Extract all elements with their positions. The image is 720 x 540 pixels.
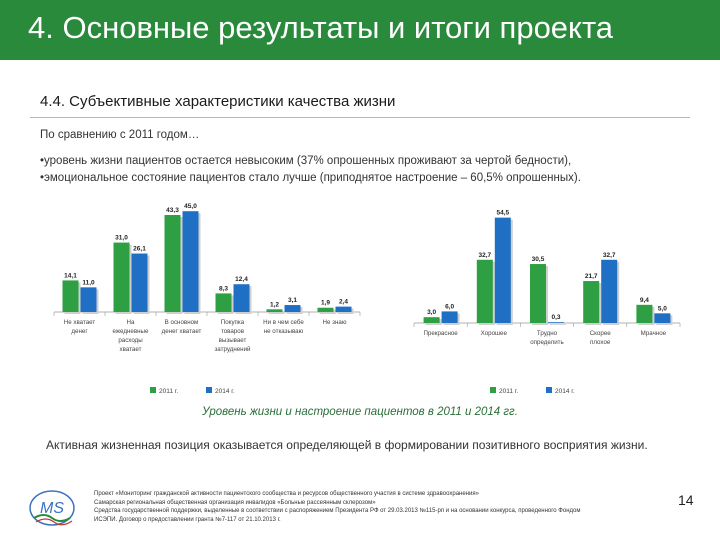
bar-2011 — [215, 293, 232, 312]
data-label: 3,1 — [288, 297, 297, 304]
category-label: затруднений — [214, 346, 251, 353]
category-label: ежедневные — [113, 328, 149, 335]
data-label: 12,4 — [235, 276, 248, 283]
category-label: определить — [530, 339, 564, 346]
divider — [30, 117, 690, 118]
data-label: 2,4 — [339, 299, 348, 306]
data-label: 26,1 — [133, 246, 146, 253]
category-label: денег хватает — [162, 328, 202, 335]
data-label: 31,0 — [115, 235, 128, 242]
chart-caption: Уровень жизни и настроение пациентов в 2… — [202, 406, 518, 418]
conclusion-text: Активная жизненная позиция оказывается о… — [46, 438, 648, 452]
bar-2011 — [476, 259, 493, 323]
intro-text: По сравнению с 2011 годом… — [40, 129, 200, 141]
category-label: плохое — [590, 339, 611, 346]
category-label: товаров — [221, 328, 245, 335]
bar-2011 — [317, 307, 334, 312]
bar-2014 — [441, 311, 458, 323]
page-number: 14 — [678, 492, 694, 508]
data-label: 0,3 — [551, 314, 560, 321]
bar-2014 — [335, 306, 352, 312]
section-subtitle: 4.4. Субъективные характеристики качеств… — [40, 93, 396, 110]
data-label: 45,0 — [184, 203, 197, 210]
footer-line: ИСЭПИ. Договор о предоставлении гранта №… — [94, 516, 281, 523]
data-label: 9,4 — [640, 297, 649, 304]
footer-text: Проект «Мониторинг гражданской активност… — [94, 490, 654, 524]
footer-line: Проект «Мониторинг гражданской активност… — [94, 491, 479, 497]
bar-2011 — [62, 280, 79, 312]
data-label: 11,0 — [82, 279, 95, 286]
category-label: Ни в чем себе — [263, 319, 304, 326]
category-label: На — [127, 319, 135, 326]
legend-label: 2011 г. — [159, 388, 178, 395]
category-label: Покупка — [221, 319, 245, 326]
legend-swatch — [490, 387, 496, 393]
data-label: 32,7 — [478, 252, 491, 259]
bar-2011 — [164, 215, 181, 312]
category-label: расходы — [118, 337, 143, 344]
bullet-living-standard: •уровень жизни пациентов остается невысо… — [40, 155, 572, 167]
data-label: 5,0 — [658, 305, 667, 312]
data-label: 3,0 — [427, 309, 436, 316]
bar-2011 — [530, 264, 546, 323]
bar-2014 — [182, 211, 199, 312]
bar-shadow — [550, 324, 566, 325]
category-label: Не знаю — [323, 319, 347, 326]
data-label: 8,3 — [219, 285, 228, 292]
bar-2014 — [548, 322, 564, 323]
bar-2014 — [654, 313, 671, 323]
category-label: хватает — [120, 346, 142, 353]
data-label: 54,5 — [496, 210, 509, 217]
legend-swatch — [206, 387, 212, 393]
category-label: Скорее — [590, 330, 612, 337]
bar-2014 — [233, 284, 250, 312]
legend-swatch — [546, 387, 552, 393]
bar-2014 — [284, 305, 301, 312]
bar-2014 — [80, 287, 97, 312]
bar-2014 — [494, 217, 511, 323]
page-title: 4. Основные результаты и итоги проекта — [28, 10, 614, 45]
bar-2011 — [113, 242, 130, 312]
bar-2011 — [583, 281, 600, 323]
data-label: 1,9 — [321, 300, 330, 307]
data-label: 30,5 — [532, 256, 545, 263]
organization-logo: MS — [29, 490, 75, 526]
bullet-mood: •эмоциональное состояние пациентов стало… — [40, 172, 581, 184]
data-label: 1,2 — [270, 301, 279, 308]
mood-chart: 3,0 6,0 Прекрасное 32,7 54,5 Хорошее 30,5 0,3 Тр… — [413, 210, 681, 395]
footer-line: Самарская региональная общественная орга… — [94, 499, 376, 506]
category-label: не отказываю — [264, 328, 304, 335]
data-label: 6,0 — [445, 303, 454, 310]
bar-2014 — [601, 259, 618, 323]
bar-2011 — [266, 309, 283, 312]
legend-label: 2014 г. — [555, 388, 575, 395]
bar-2011 — [423, 317, 440, 323]
category-label: Прекрасное — [423, 330, 458, 337]
svg-text:MS: MS — [40, 500, 64, 517]
bar-2014 — [131, 253, 148, 312]
legend-label: 2014 г. — [215, 388, 235, 395]
category-label: Хорошее — [481, 330, 508, 337]
legend-label: 2011 г. — [499, 388, 518, 395]
data-label: 32,7 — [603, 252, 616, 259]
data-label: 14,1 — [64, 272, 77, 279]
category-label: денег — [71, 328, 88, 335]
data-label: 21,7 — [585, 273, 598, 280]
bar-2011 — [636, 304, 653, 323]
bar-shadow — [268, 311, 285, 314]
category-label: Трудно — [537, 330, 558, 337]
category-label: Не хватает — [64, 319, 96, 326]
living-standard-chart: 14,1 11,0 Не хватает денег 31,0 26,1 На ежеднев… — [53, 203, 361, 395]
footer-line: Средства государственной поддержки, выде… — [94, 508, 581, 514]
title-bar: 4. Основные результаты и итоги проекта — [0, 0, 720, 60]
category-label: Мрачное — [641, 330, 667, 337]
category-label: вызывает — [219, 337, 247, 344]
legend-swatch — [150, 387, 156, 393]
category-label: В основном — [165, 319, 199, 326]
data-label: 43,3 — [166, 207, 179, 214]
